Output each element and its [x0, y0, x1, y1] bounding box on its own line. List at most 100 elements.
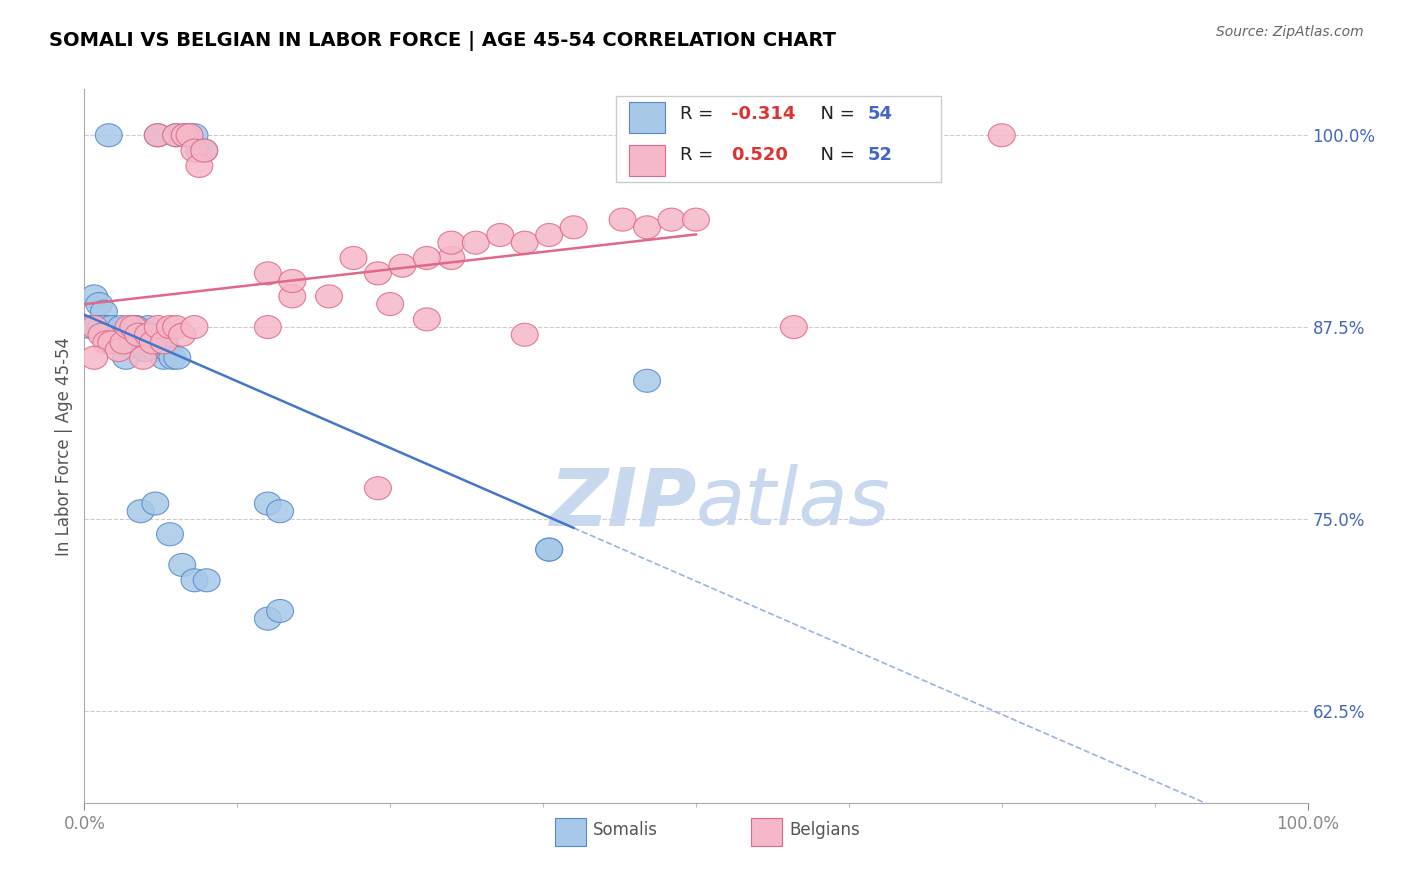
Ellipse shape — [181, 316, 208, 339]
Ellipse shape — [377, 293, 404, 316]
Ellipse shape — [93, 316, 120, 339]
Ellipse shape — [138, 323, 165, 346]
Text: -0.314: -0.314 — [731, 105, 796, 123]
Ellipse shape — [364, 262, 391, 285]
Ellipse shape — [254, 316, 281, 339]
Ellipse shape — [105, 339, 132, 361]
Ellipse shape — [103, 331, 129, 354]
Text: atlas: atlas — [696, 464, 891, 542]
Ellipse shape — [364, 476, 391, 500]
Ellipse shape — [172, 124, 198, 147]
Ellipse shape — [135, 316, 162, 339]
Text: 52: 52 — [868, 145, 893, 163]
Ellipse shape — [103, 323, 129, 346]
Ellipse shape — [169, 553, 195, 576]
Ellipse shape — [159, 346, 186, 369]
Text: N =: N = — [808, 105, 860, 123]
Text: 0.520: 0.520 — [731, 145, 789, 163]
Ellipse shape — [181, 139, 208, 162]
Ellipse shape — [536, 538, 562, 561]
Ellipse shape — [254, 262, 281, 285]
FancyBboxPatch shape — [555, 819, 586, 846]
Text: N =: N = — [808, 145, 860, 163]
Ellipse shape — [315, 285, 343, 308]
Ellipse shape — [165, 346, 191, 369]
Ellipse shape — [682, 208, 710, 231]
Ellipse shape — [112, 346, 139, 369]
Ellipse shape — [122, 316, 149, 339]
Ellipse shape — [181, 569, 208, 591]
Ellipse shape — [389, 254, 416, 277]
Ellipse shape — [176, 124, 202, 147]
Ellipse shape — [609, 208, 636, 231]
Ellipse shape — [108, 316, 135, 339]
Ellipse shape — [117, 323, 145, 346]
Ellipse shape — [115, 316, 142, 339]
Ellipse shape — [89, 323, 115, 346]
Ellipse shape — [89, 316, 115, 339]
Ellipse shape — [437, 231, 465, 254]
Ellipse shape — [278, 285, 305, 308]
Ellipse shape — [163, 124, 190, 147]
Ellipse shape — [122, 316, 149, 339]
Ellipse shape — [150, 346, 177, 369]
Ellipse shape — [86, 293, 112, 316]
Text: SOMALI VS BELGIAN IN LABOR FORCE | AGE 45-54 CORRELATION CHART: SOMALI VS BELGIAN IN LABOR FORCE | AGE 4… — [49, 31, 837, 51]
Ellipse shape — [135, 323, 162, 346]
Text: 54: 54 — [868, 105, 893, 123]
Text: Belgians: Belgians — [789, 821, 859, 838]
Ellipse shape — [156, 523, 183, 546]
Ellipse shape — [93, 331, 120, 354]
Text: ZIP: ZIP — [548, 464, 696, 542]
Ellipse shape — [163, 316, 190, 339]
Ellipse shape — [120, 316, 146, 339]
Ellipse shape — [139, 331, 166, 354]
Ellipse shape — [169, 323, 195, 346]
FancyBboxPatch shape — [751, 819, 782, 846]
Text: R =: R = — [681, 105, 718, 123]
Ellipse shape — [267, 500, 294, 523]
Ellipse shape — [254, 492, 281, 515]
Ellipse shape — [486, 224, 513, 246]
Ellipse shape — [145, 124, 172, 147]
Ellipse shape — [512, 323, 538, 346]
Ellipse shape — [83, 316, 110, 339]
Ellipse shape — [634, 216, 661, 239]
Ellipse shape — [110, 331, 136, 354]
Ellipse shape — [340, 246, 367, 269]
Ellipse shape — [634, 369, 661, 392]
Ellipse shape — [110, 323, 136, 346]
Ellipse shape — [80, 285, 108, 308]
Ellipse shape — [156, 316, 183, 339]
Ellipse shape — [146, 323, 174, 346]
Y-axis label: In Labor Force | Age 45-54: In Labor Force | Age 45-54 — [55, 336, 73, 556]
Ellipse shape — [186, 154, 212, 178]
Ellipse shape — [172, 124, 198, 147]
Ellipse shape — [155, 339, 181, 361]
Ellipse shape — [560, 216, 588, 239]
Ellipse shape — [96, 124, 122, 147]
Ellipse shape — [413, 308, 440, 331]
Ellipse shape — [186, 139, 212, 162]
Ellipse shape — [658, 208, 685, 231]
Ellipse shape — [181, 124, 208, 147]
Ellipse shape — [536, 538, 562, 561]
Ellipse shape — [512, 231, 538, 254]
Ellipse shape — [80, 316, 108, 339]
Ellipse shape — [115, 331, 142, 354]
Ellipse shape — [98, 331, 125, 354]
Ellipse shape — [536, 224, 562, 246]
Ellipse shape — [163, 124, 190, 147]
Ellipse shape — [98, 316, 125, 339]
Ellipse shape — [93, 323, 120, 346]
Ellipse shape — [150, 331, 177, 354]
Ellipse shape — [780, 316, 807, 339]
Ellipse shape — [176, 124, 202, 147]
Ellipse shape — [145, 124, 172, 147]
Ellipse shape — [129, 346, 156, 369]
Ellipse shape — [191, 139, 218, 162]
Ellipse shape — [80, 346, 108, 369]
Ellipse shape — [77, 316, 104, 339]
Ellipse shape — [127, 331, 155, 354]
Ellipse shape — [463, 231, 489, 254]
